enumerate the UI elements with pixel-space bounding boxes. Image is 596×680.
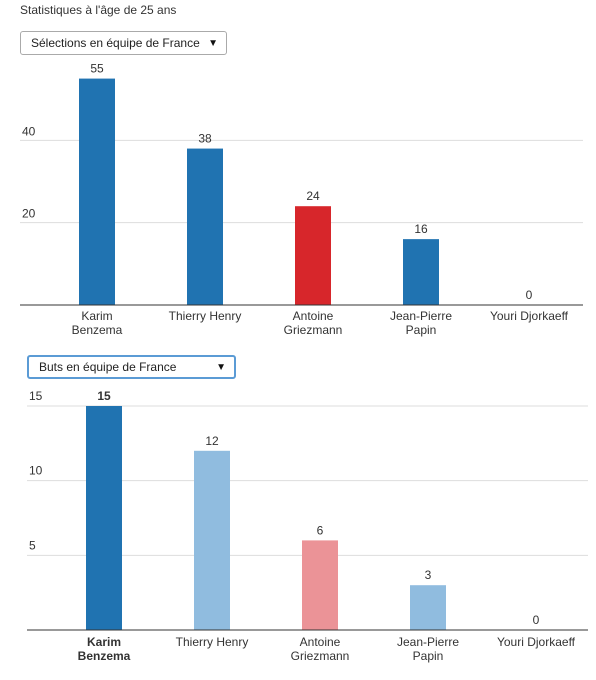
y-tick-label: 5 (29, 538, 36, 552)
bar[interactable] (187, 148, 223, 305)
bar[interactable] (79, 78, 115, 305)
data-label: 12 (205, 434, 219, 448)
bar[interactable] (410, 585, 446, 630)
bar[interactable] (295, 206, 331, 305)
y-tick-label: 10 (29, 464, 43, 478)
page-title: Statistiques à l'âge de 25 ans (20, 3, 177, 17)
chevron-down-icon: ▼ (216, 361, 226, 373)
x-tick-label: Youri Djorkaeff (490, 309, 569, 323)
y-tick-label: 15 (29, 389, 43, 403)
chart-selections: 20 40 55 Karim Benzema 38 Thierry Henry 24 Antoi… (20, 62, 583, 337)
x-tick-label: Jean-Pierre Papin (397, 635, 459, 663)
x-tick-label: Jean-Pierre Papin (390, 309, 452, 337)
data-label: 6 (317, 523, 324, 537)
stat-select-buts[interactable]: Buts en équipe de France ▼ (27, 355, 236, 379)
y-tick-label: 40 (22, 124, 36, 138)
x-tick-label: Thierry Henry (169, 309, 242, 323)
x-tick-label: Youri Djorkaeff (497, 635, 576, 649)
data-label: 0 (526, 288, 533, 302)
x-tick-label: Antoine Griezmann (284, 309, 343, 337)
data-label: 15 (97, 389, 111, 403)
stat-select-label: Buts en équipe de France (39, 360, 177, 374)
data-label: 24 (306, 189, 320, 203)
data-label: 0 (533, 613, 540, 627)
stat-select-label: Sélections en équipe de France (31, 36, 200, 50)
x-tick-label: Karim Benzema (72, 309, 123, 337)
bar[interactable] (302, 540, 338, 630)
data-label: 3 (425, 568, 432, 582)
data-label: 38 (198, 132, 212, 146)
chevron-down-icon: ▼ (208, 37, 218, 49)
bar[interactable] (403, 239, 439, 305)
x-tick-label: Antoine Griezmann (291, 635, 350, 663)
data-label: 16 (414, 222, 428, 236)
data-label: 55 (90, 62, 104, 76)
bar[interactable] (86, 406, 122, 630)
x-tick-label: Thierry Henry (176, 635, 249, 649)
x-tick-label: Karim Benzema (78, 635, 131, 663)
bar[interactable] (194, 450, 230, 630)
y-tick-label: 20 (22, 207, 36, 221)
stat-select-selections[interactable]: Sélections en équipe de France ▼ (20, 31, 227, 55)
